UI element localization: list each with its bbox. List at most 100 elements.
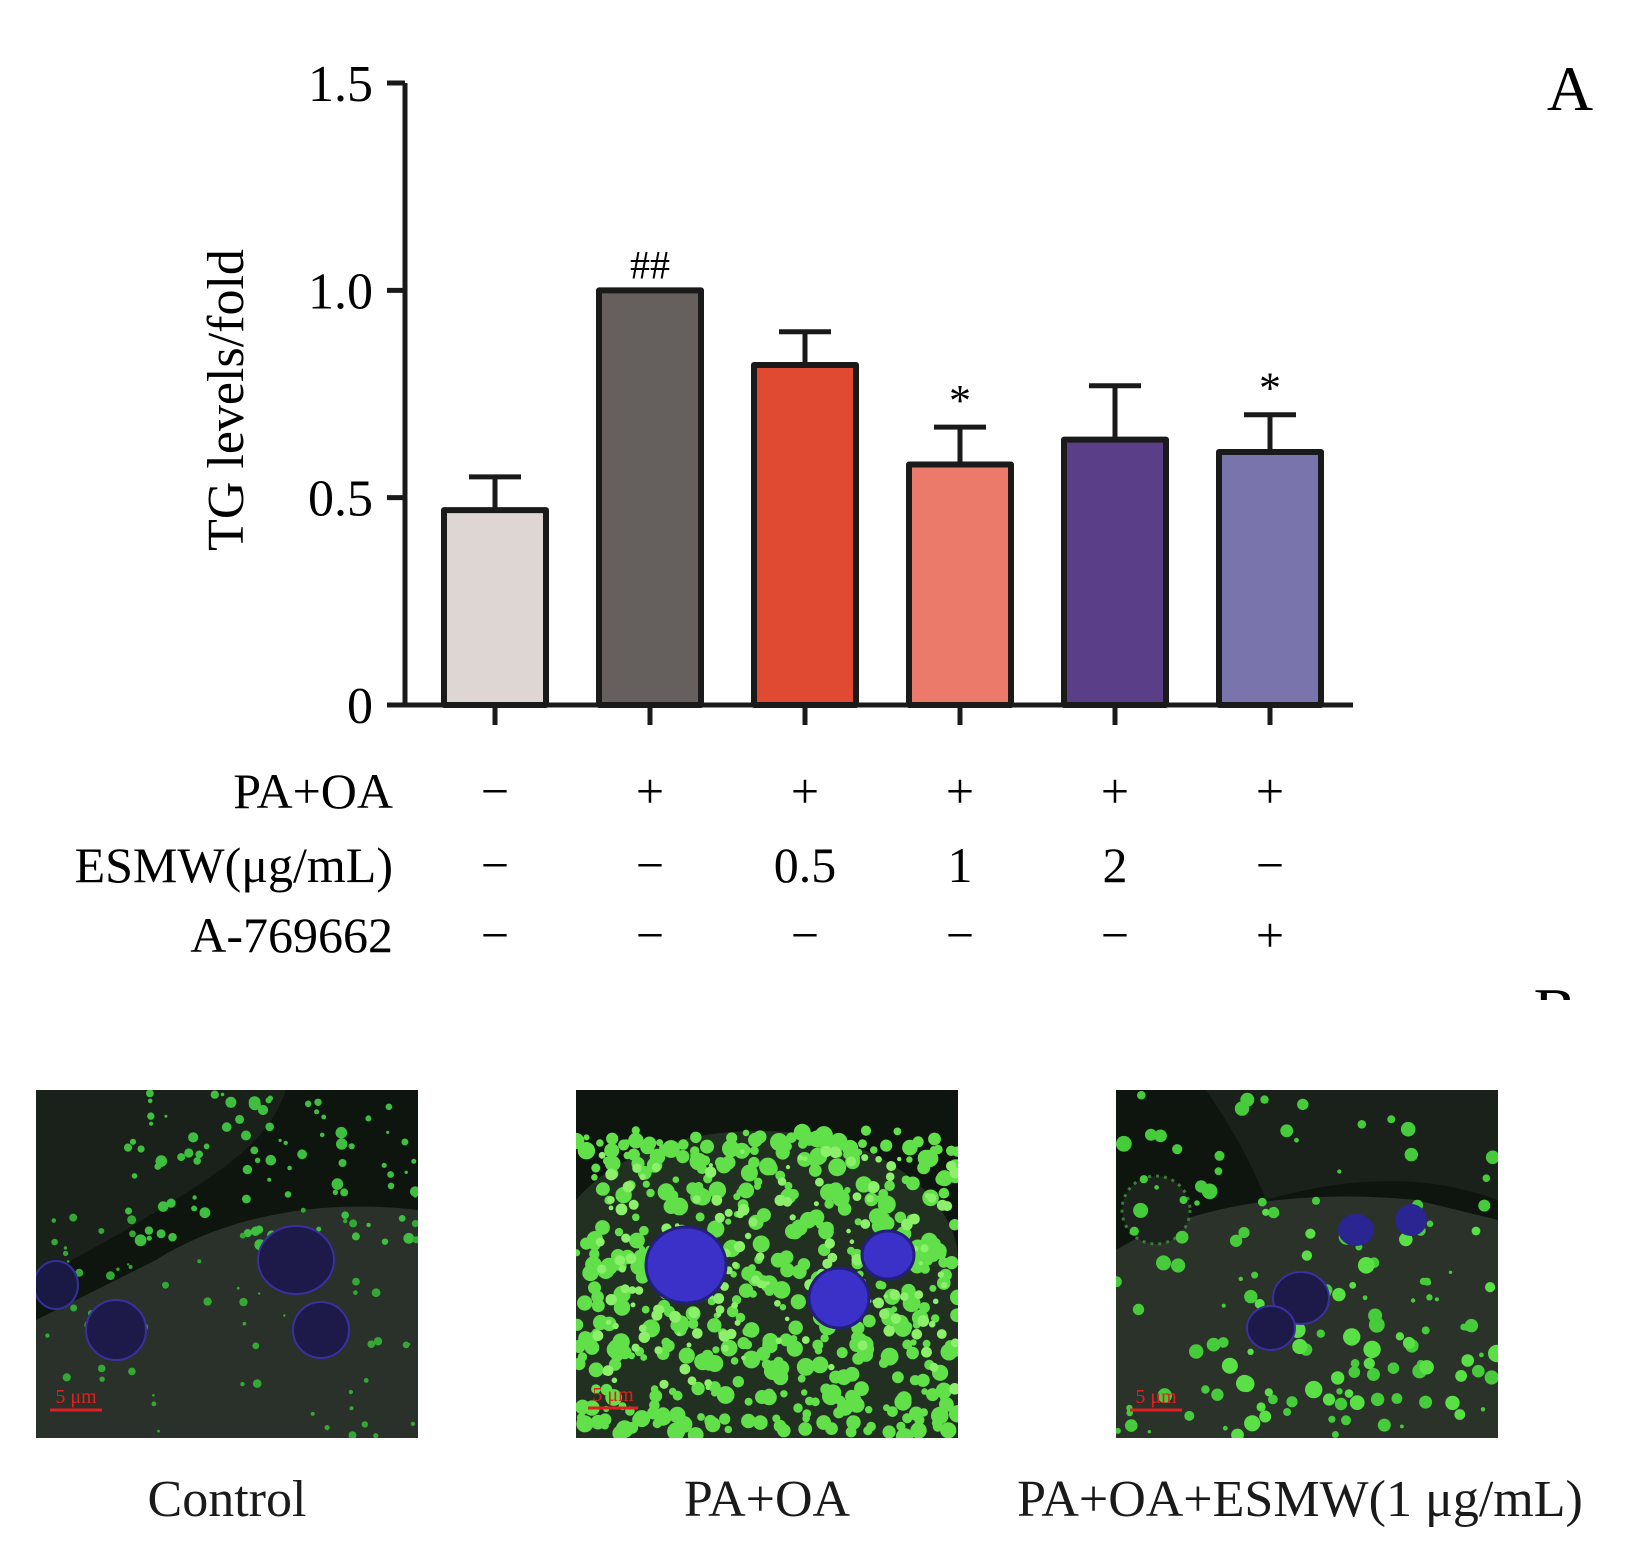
lipid-droplet	[604, 1155, 621, 1172]
lipid-droplet	[128, 1265, 133, 1269]
lipid-droplet	[777, 1423, 791, 1438]
lipid-droplet	[69, 1213, 78, 1222]
lipid-droplet	[798, 1139, 808, 1149]
condition-cell: −	[946, 907, 974, 963]
lipid-droplet	[254, 1157, 261, 1163]
bar	[596, 287, 704, 708]
lipid-droplet	[835, 1369, 852, 1386]
lipid-droplet	[706, 1355, 724, 1372]
lipid-droplet	[656, 1139, 664, 1147]
lipid-droplet	[1334, 1397, 1348, 1411]
lipid-droplet	[815, 1177, 824, 1187]
lipid-droplet	[921, 1149, 939, 1168]
scale-bar-label: 5 μm	[55, 1386, 97, 1408]
lipid-droplet	[1238, 1227, 1250, 1239]
lipid-droplet	[63, 1246, 68, 1250]
lipid-droplet	[1480, 1407, 1486, 1412]
lipid-droplet	[945, 1256, 958, 1270]
lipid-droplet	[952, 1146, 958, 1157]
lipid-droplet	[1244, 1415, 1261, 1432]
lipid-droplet	[297, 1149, 307, 1160]
lipid-droplet	[651, 1309, 663, 1321]
lipid-droplet	[1194, 1200, 1200, 1206]
lipid-droplet	[70, 1304, 78, 1312]
lipid-droplet	[793, 1403, 803, 1413]
lipid-droplet	[1116, 1276, 1122, 1288]
lipid-droplet	[1218, 1337, 1229, 1348]
lipid-droplet	[712, 1346, 720, 1354]
bars: ## * *	[441, 242, 1324, 725]
lipid-droplet	[1434, 1297, 1439, 1302]
lipid-droplet	[1341, 1415, 1351, 1426]
lipid-droplet	[605, 1168, 618, 1181]
lipid-droplet	[373, 1433, 379, 1438]
lipid-droplet	[736, 1210, 745, 1219]
lipid-droplet	[779, 1333, 793, 1347]
lipid-droplet	[791, 1219, 808, 1236]
lipid-droplet	[753, 1130, 767, 1144]
lipid-droplet	[1297, 1098, 1309, 1111]
lipid-droplet	[591, 1174, 598, 1181]
lipid-droplet	[798, 1422, 813, 1436]
lipid-droplet	[131, 1173, 138, 1179]
lipid-droplet	[679, 1363, 691, 1375]
lipid-droplet	[707, 1220, 725, 1238]
lipid-droplet	[793, 1123, 811, 1141]
lipid-droplet	[814, 1346, 823, 1355]
lipid-droplet	[1455, 1370, 1467, 1382]
lipid-droplet	[866, 1194, 874, 1203]
lipid-droplet	[316, 1226, 322, 1232]
lipid-droplet	[749, 1290, 757, 1298]
lipid-droplet	[734, 1319, 741, 1326]
lipid-droplet	[1484, 1370, 1498, 1385]
lipid-droplet	[611, 1377, 618, 1384]
lipid-droplet	[931, 1314, 940, 1323]
lipid-droplet	[632, 1213, 640, 1222]
lipid-droplet	[902, 1139, 918, 1156]
lipid-droplet	[1238, 1276, 1243, 1282]
lipid-droplet	[914, 1290, 924, 1300]
lipid-droplet	[51, 1238, 58, 1246]
lipid-droplet	[634, 1286, 644, 1295]
lipid-droplet	[1387, 1115, 1396, 1124]
lipid-droplet	[742, 1350, 761, 1369]
lipid-droplet-image: 5 μm	[576, 1123, 958, 1438]
lipid-droplet	[828, 1158, 847, 1177]
lipid-droplet	[651, 1162, 661, 1172]
lipid-droplet	[615, 1203, 628, 1216]
lipid-droplet	[1485, 1282, 1496, 1293]
lipid-droplet	[740, 1164, 758, 1182]
lipid-droplet	[901, 1218, 913, 1231]
lipid-droplet	[583, 1134, 590, 1141]
lipid-droplet	[797, 1374, 806, 1383]
lipid-droplet	[411, 1158, 417, 1164]
lipid-droplet	[199, 1207, 211, 1219]
lipid-droplet	[1344, 1389, 1354, 1398]
lipid-droplet	[363, 1378, 369, 1383]
lipid-droplet	[690, 1131, 702, 1143]
lipid-droplet	[774, 1194, 786, 1206]
lipid-droplet	[911, 1329, 923, 1340]
lipid-droplet	[314, 1098, 322, 1106]
lipid-droplet	[921, 1388, 928, 1395]
lipid-droplet	[343, 1218, 348, 1224]
lipid-droplet	[640, 1139, 655, 1155]
lipid-droplet	[1368, 1316, 1385, 1333]
lipid-droplet	[678, 1347, 695, 1364]
lipid-droplet	[780, 1263, 795, 1278]
lipid-droplet	[250, 1146, 259, 1155]
lipid-droplet	[1257, 1197, 1267, 1207]
lipid-droplet	[225, 1096, 237, 1108]
lipid-droplet	[919, 1253, 926, 1260]
lipid-droplet	[883, 1294, 888, 1299]
lipid-droplet	[300, 1207, 306, 1213]
lipid-droplet	[846, 1156, 857, 1167]
lipid-droplet	[1421, 1326, 1430, 1335]
lipid-droplet	[871, 1218, 887, 1234]
lipid-droplet	[922, 1339, 931, 1348]
lipid-droplet	[188, 1132, 199, 1143]
lipid-droplet	[755, 1390, 769, 1404]
lipid-droplet	[386, 1130, 390, 1134]
image-caption-control: Control	[147, 1471, 307, 1528]
lipid-droplet	[1348, 1366, 1361, 1378]
